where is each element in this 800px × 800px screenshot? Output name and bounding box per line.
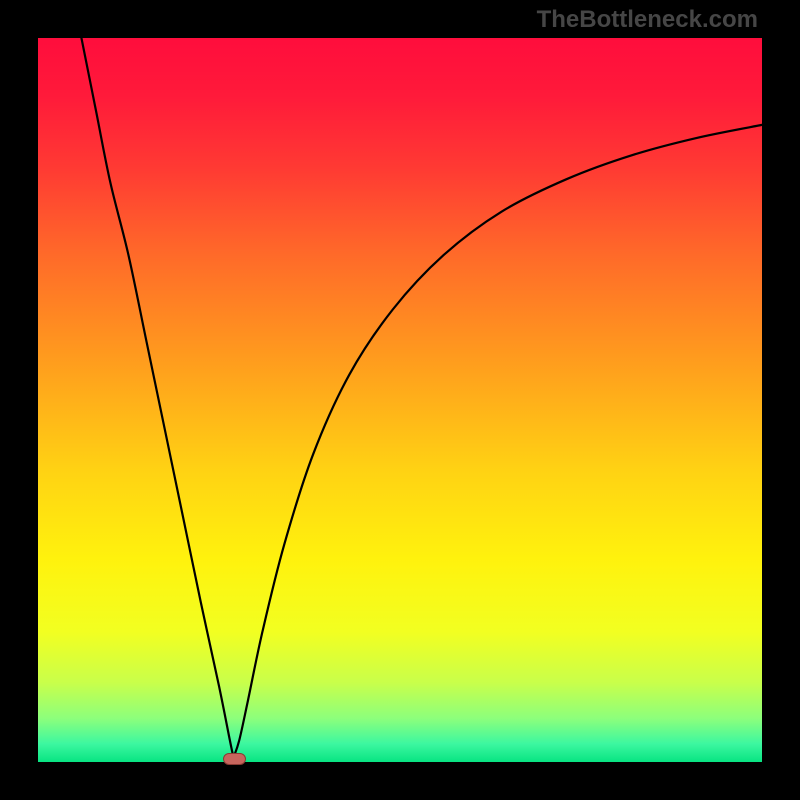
bottleneck-curve (81, 38, 233, 758)
curve-layer (38, 38, 762, 762)
plot-area (38, 38, 762, 762)
watermark-text: TheBottleneck.com (537, 6, 758, 34)
minimum-marker (223, 753, 247, 765)
bottleneck-curve (233, 125, 762, 758)
